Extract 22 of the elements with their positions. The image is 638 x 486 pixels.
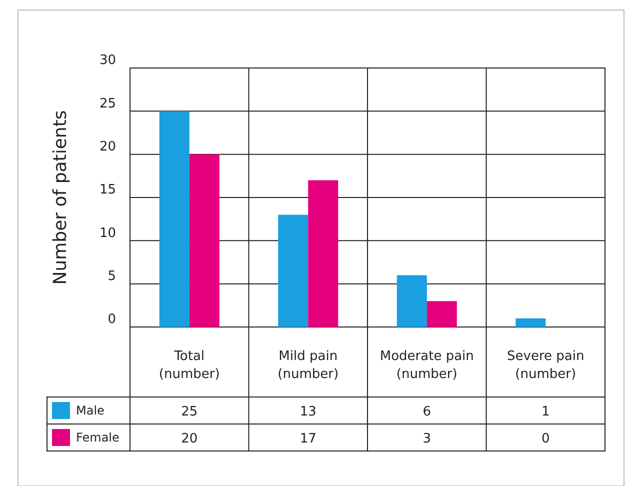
data-label: 13 [300, 404, 316, 420]
data-label: 17 [300, 432, 316, 446]
data-label: 6 [422, 404, 432, 420]
y-tick-label: 0 [108, 312, 116, 328]
x-tick-label: Mild pain (number) [278, 349, 339, 382]
y-tick-label: 5 [108, 268, 116, 284]
legend-label: Male [76, 404, 104, 418]
x-tick-label: Severe pain (number) [507, 349, 584, 382]
y-axis-title: Number of patients [50, 110, 71, 285]
y-tick-label: 30 [99, 53, 116, 68]
y-tick-label: 20 [99, 139, 116, 154]
data-label: 20 [181, 432, 198, 446]
data-label: 1 [541, 404, 550, 420]
y-tick-label: 15 [99, 182, 116, 198]
data-label: 0 [541, 432, 550, 446]
data-label: 3 [422, 432, 432, 446]
legend-label: Female [76, 430, 120, 444]
y-tick-label: 25 [99, 96, 116, 112]
x-tick-label: Moderate pain (number) [380, 349, 474, 382]
y-tick-label: 10 [99, 226, 116, 241]
data-label: 25 [181, 404, 198, 420]
x-tick-label: Total (number) [158, 349, 220, 382]
